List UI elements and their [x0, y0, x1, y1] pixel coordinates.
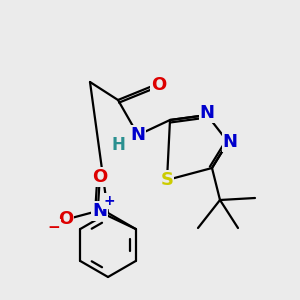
Text: S: S	[160, 171, 173, 189]
Text: H: H	[111, 136, 125, 154]
Text: O: O	[58, 210, 73, 228]
Text: +: +	[104, 194, 116, 208]
Text: N: N	[223, 133, 238, 151]
Text: N: N	[200, 104, 214, 122]
Text: N: N	[130, 126, 146, 144]
Text: N: N	[92, 202, 107, 220]
Text: O: O	[152, 76, 166, 94]
Text: −: −	[47, 220, 60, 235]
Text: O: O	[92, 168, 107, 186]
